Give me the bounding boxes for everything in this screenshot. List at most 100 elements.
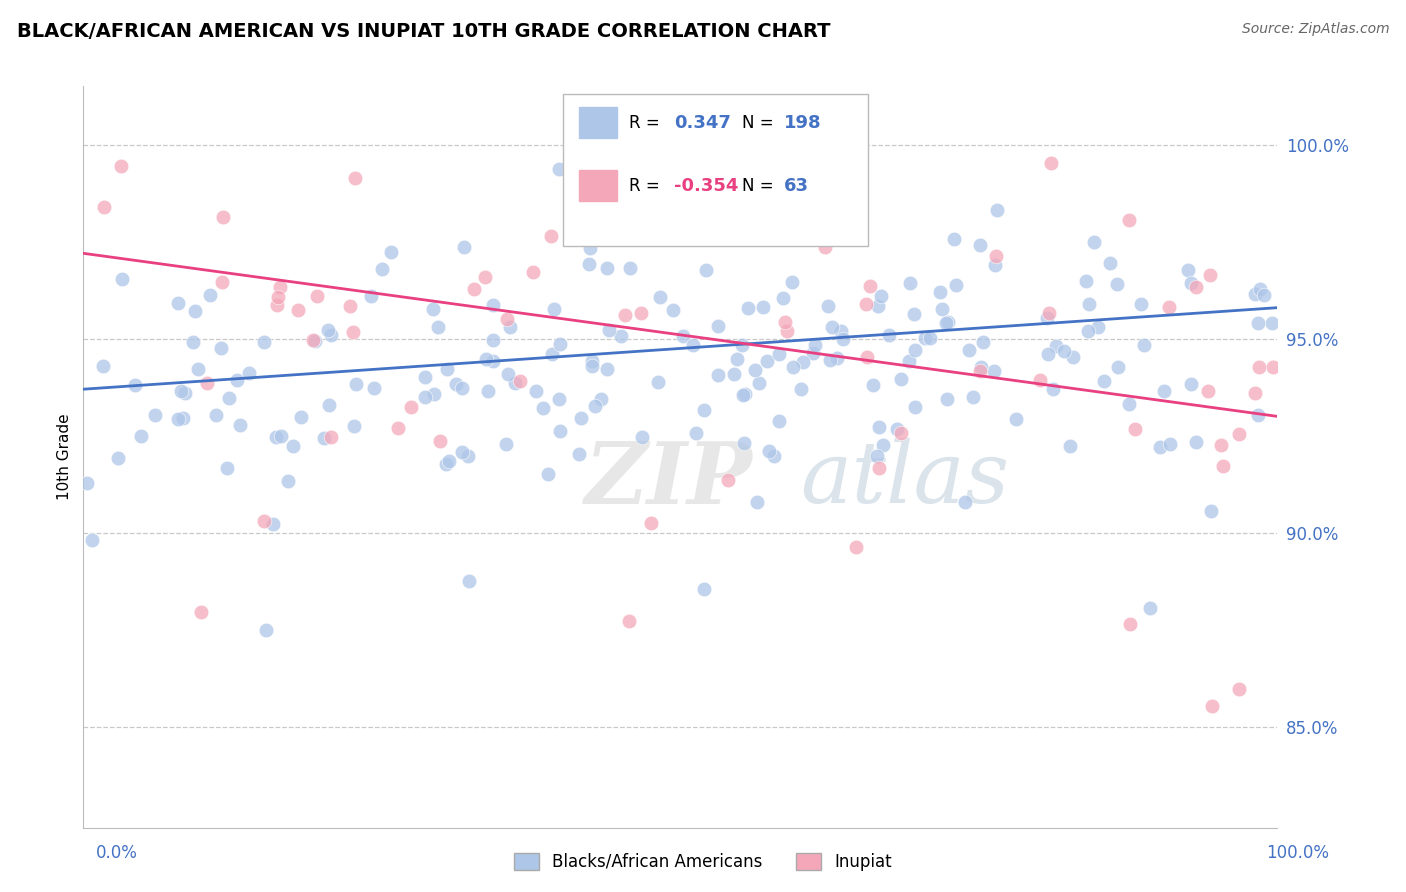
Point	[953, 495, 976, 509]
Point	[1107, 360, 1129, 375]
Point	[1261, 316, 1284, 330]
Point	[755, 354, 778, 368]
Point	[845, 541, 868, 555]
Point	[436, 361, 458, 376]
Point	[426, 319, 449, 334]
Point	[866, 449, 889, 463]
Point	[904, 343, 927, 358]
FancyBboxPatch shape	[579, 107, 617, 138]
Point	[228, 417, 250, 432]
Point	[264, 430, 287, 444]
Point	[548, 337, 571, 351]
Point	[731, 338, 754, 352]
Text: atlas: atlas	[800, 438, 1010, 521]
Point	[942, 232, 965, 246]
Point	[457, 449, 479, 463]
Point	[1132, 337, 1154, 351]
Point	[187, 362, 209, 376]
Point	[596, 260, 619, 275]
Point	[281, 438, 304, 452]
Point	[1036, 347, 1059, 361]
Point	[266, 298, 288, 312]
Point	[304, 334, 326, 348]
Point	[474, 270, 496, 285]
Point	[477, 384, 499, 398]
Point	[267, 290, 290, 304]
Point	[818, 353, 841, 368]
Point	[614, 308, 637, 322]
Point	[619, 260, 641, 275]
Point	[1201, 699, 1223, 714]
Point	[877, 328, 900, 343]
Point	[371, 262, 394, 277]
Point	[209, 342, 232, 356]
Point	[825, 351, 848, 365]
Point	[415, 390, 437, 404]
Point	[450, 444, 472, 458]
Point	[890, 372, 912, 386]
Point	[962, 390, 984, 404]
Point	[1077, 324, 1099, 338]
Point	[640, 516, 662, 531]
Point	[986, 249, 1008, 263]
Point	[814, 240, 837, 254]
Point	[717, 473, 740, 487]
Point	[831, 332, 853, 346]
Point	[957, 343, 980, 358]
Point	[898, 354, 921, 368]
Point	[1074, 274, 1097, 288]
Point	[598, 323, 620, 337]
Point	[343, 418, 366, 433]
Point	[1157, 300, 1180, 314]
Point	[301, 334, 323, 348]
Point	[969, 238, 991, 252]
Point	[972, 334, 994, 349]
Point	[319, 430, 342, 444]
Point	[482, 333, 505, 347]
Point	[1253, 288, 1275, 302]
Point	[929, 285, 952, 299]
Point	[1062, 350, 1084, 364]
Point	[579, 241, 602, 255]
Point	[586, 209, 609, 223]
Point	[1261, 359, 1284, 374]
Point	[768, 347, 790, 361]
Point	[167, 296, 190, 310]
Point	[650, 290, 672, 304]
Legend: Blacks/African Americans, Inupiat: Blacks/African Americans, Inupiat	[506, 845, 900, 880]
Text: N =: N =	[742, 114, 779, 132]
Point	[904, 400, 927, 414]
Point	[253, 514, 276, 528]
Point	[458, 574, 481, 588]
Point	[855, 297, 877, 311]
Point	[1185, 280, 1208, 294]
Text: ZIP: ZIP	[585, 438, 752, 521]
Point	[631, 430, 654, 444]
Point	[195, 376, 218, 390]
Point	[509, 375, 531, 389]
Point	[1212, 459, 1234, 474]
Point	[344, 171, 367, 186]
Point	[1185, 434, 1208, 449]
Point	[1118, 212, 1140, 227]
Point	[748, 376, 770, 390]
Point	[1029, 373, 1052, 387]
Point	[789, 382, 811, 396]
Point	[1053, 343, 1076, 358]
Point	[1005, 412, 1028, 426]
Point	[868, 420, 890, 434]
Point	[1197, 384, 1219, 398]
Point	[422, 301, 444, 316]
Point	[1036, 311, 1059, 326]
Point	[752, 300, 775, 314]
Point	[262, 516, 284, 531]
Point	[862, 377, 884, 392]
FancyBboxPatch shape	[564, 94, 868, 246]
Point	[763, 449, 786, 463]
Point	[342, 325, 364, 339]
Point	[423, 387, 446, 401]
Point	[1059, 439, 1081, 453]
Point	[569, 411, 592, 425]
Text: R =: R =	[628, 114, 665, 132]
Point	[499, 320, 522, 334]
